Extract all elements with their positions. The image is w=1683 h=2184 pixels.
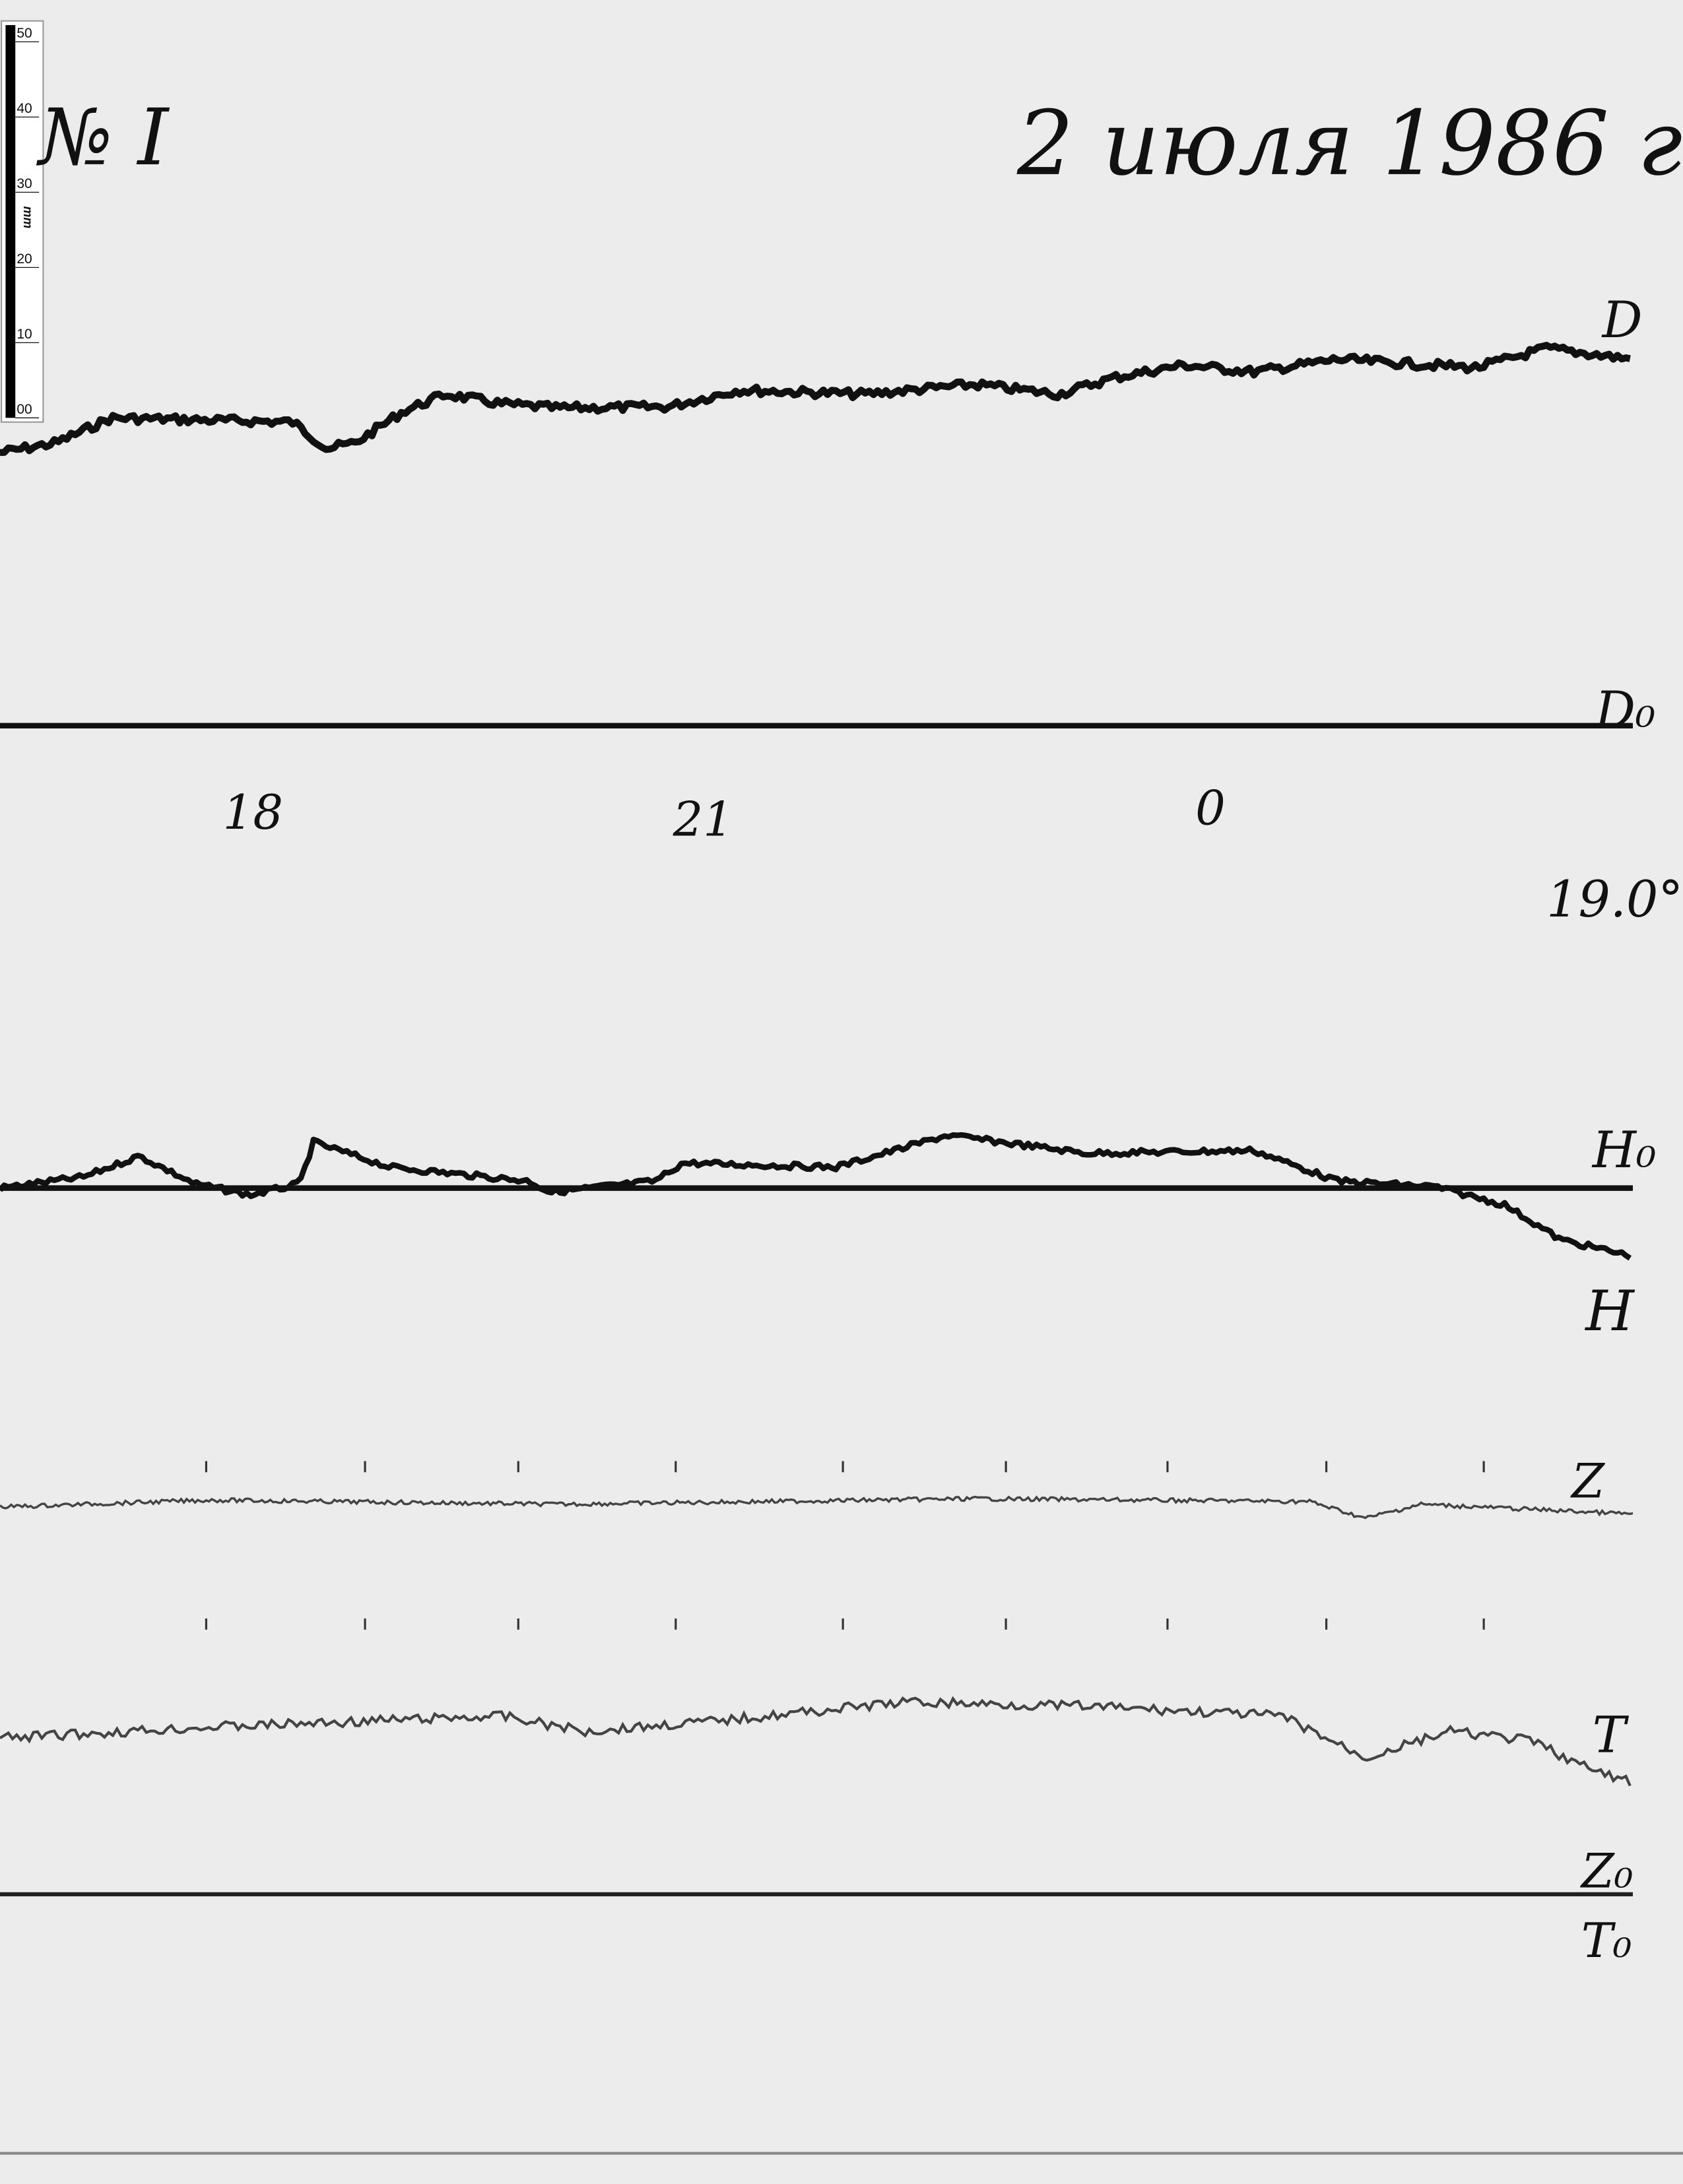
label-h0: H₀ bbox=[1591, 1120, 1657, 1179]
ruler-tick-label: 50 bbox=[16, 26, 32, 41]
label-t0: T₀ bbox=[1581, 1913, 1632, 1968]
temperature-label: 19.0°C bbox=[1546, 870, 1683, 928]
label-t: T bbox=[1593, 1706, 1630, 1764]
hour-label-18: 18 bbox=[223, 785, 283, 840]
ruler-tick-label: 20 bbox=[16, 251, 32, 267]
label-h: H bbox=[1584, 1279, 1635, 1343]
label-z0: Z₀ bbox=[1580, 1843, 1634, 1898]
label-d: D bbox=[1601, 290, 1643, 349]
label-d0: D₀ bbox=[1594, 680, 1655, 739]
trace-z bbox=[0, 1495, 1634, 1520]
sheet-number: № I bbox=[36, 92, 170, 183]
hour-ticks bbox=[205, 1461, 1485, 1630]
label-z: Z bbox=[1570, 1453, 1605, 1508]
trace-h bbox=[0, 1132, 1632, 1261]
ruler-tick-label: 40 bbox=[16, 101, 32, 116]
hour-label-21: 21 bbox=[673, 792, 733, 847]
ruler-tick-label: 30 bbox=[16, 176, 32, 191]
trace-t bbox=[0, 1696, 1632, 1787]
trace-d bbox=[0, 342, 1631, 457]
ruler-tick-label: 10 bbox=[16, 327, 32, 342]
record-date: 2 июля 1986 г bbox=[1016, 92, 1682, 195]
hour-label-0: 0 bbox=[1195, 781, 1226, 836]
scale-ruler: 50 40 30 20 10 00 mm bbox=[1, 20, 44, 423]
ruler-tick-label: 00 bbox=[16, 402, 32, 417]
ruler-unit: mm bbox=[20, 206, 34, 228]
